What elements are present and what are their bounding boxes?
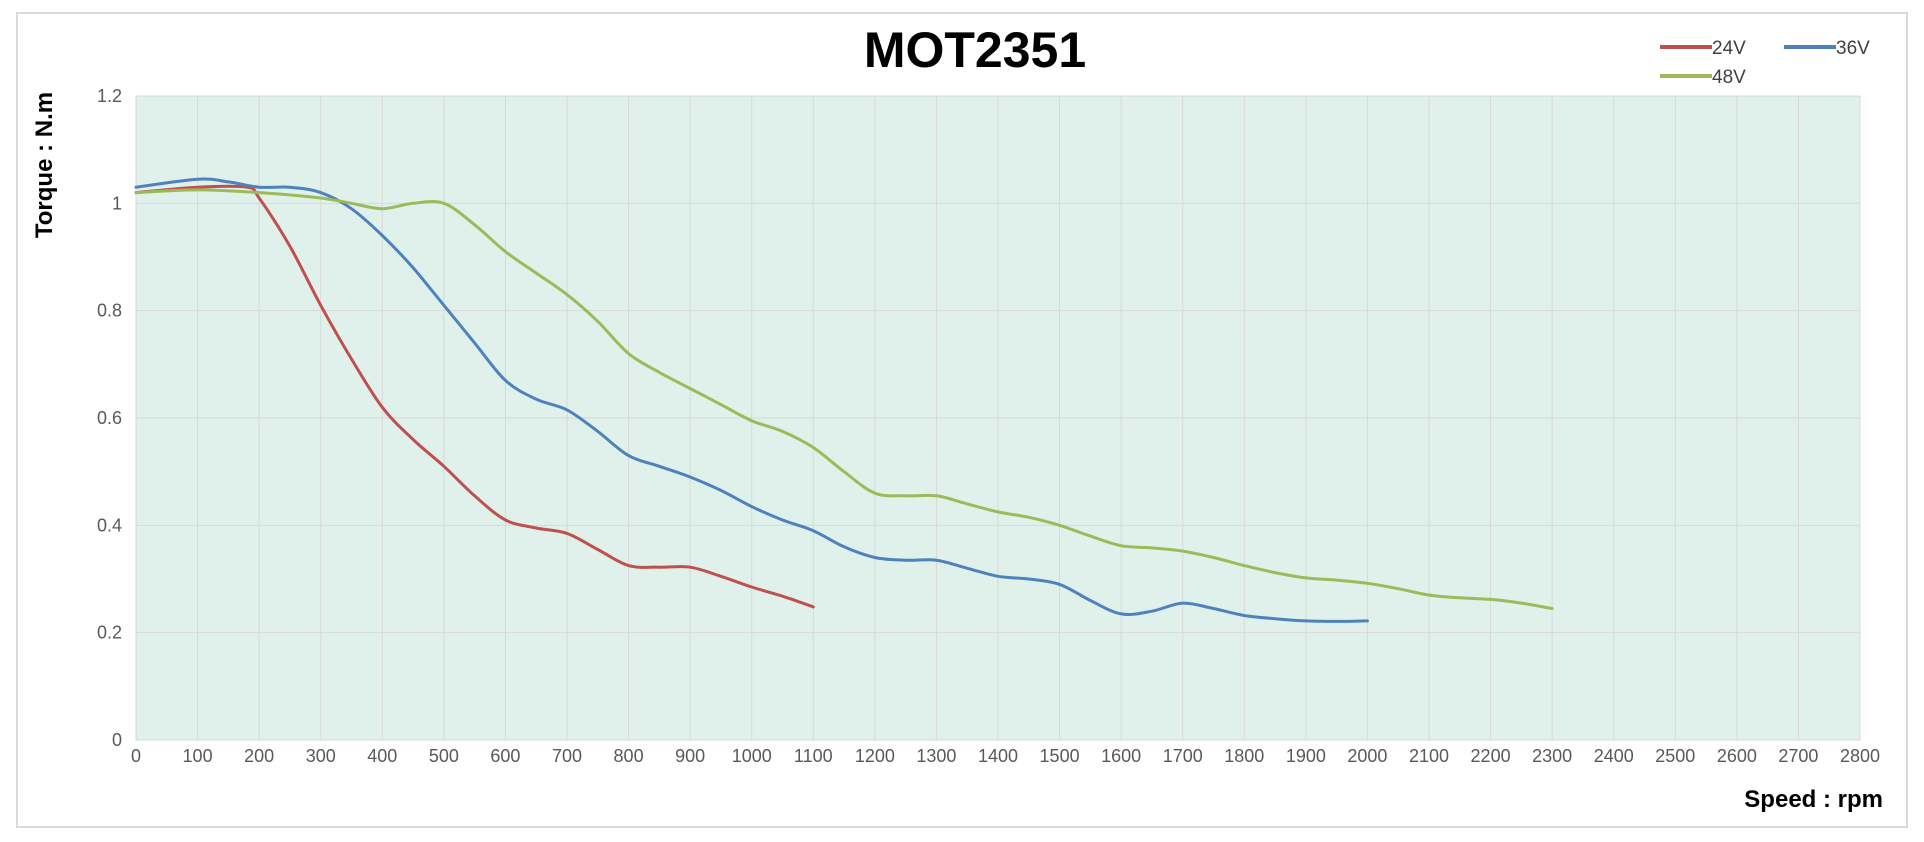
x-tick-label: 1400 (978, 746, 1018, 766)
x-tick-label: 1300 (916, 746, 956, 766)
x-tick-label: 2200 (1471, 746, 1511, 766)
x-tick-label: 900 (675, 746, 705, 766)
y-tick-label: 0.4 (97, 515, 122, 535)
y-tick-label: 0.6 (97, 408, 122, 428)
x-tick-label: 400 (367, 746, 397, 766)
legend: 24V 36V 48V (1660, 38, 1870, 88)
x-tick-label: 2000 (1347, 746, 1387, 766)
y-tick-label: 0.8 (97, 301, 122, 321)
x-tick-label: 1900 (1286, 746, 1326, 766)
series-line-36v (134, 177, 1369, 623)
x-tick-label: 300 (306, 746, 336, 766)
y-tick-label: 1 (112, 193, 122, 213)
y-tick-label: 1.2 (97, 86, 122, 106)
chart-title: MOT2351 (864, 22, 1086, 78)
y-tick-label: 0 (112, 730, 122, 750)
x-tick-label: 1800 (1224, 746, 1264, 766)
x-tick-label: 2800 (1840, 746, 1880, 766)
series-line-24v (134, 184, 815, 609)
grid-lines (135, 95, 1861, 741)
x-tick-label: 1600 (1101, 746, 1141, 766)
x-tick-label: 1500 (1040, 746, 1080, 766)
x-tick-label: 0 (131, 746, 141, 766)
y-axis-label: Torque : N.m (31, 92, 58, 238)
y-tick-label: 0.2 (97, 623, 122, 643)
legend-label: 36V (1836, 38, 1870, 59)
x-tick-label: 1000 (732, 746, 772, 766)
x-tick-label: 2600 (1717, 746, 1757, 766)
chart-frame (16, 12, 1908, 828)
x-tick-label: 2500 (1655, 746, 1695, 766)
tick-labels: 0 100 200 300 400 500 600 700 800 900 1000 1100 1200… (97, 86, 1880, 766)
series-line-48v (134, 188, 1554, 610)
x-tick-label: 200 (244, 746, 274, 766)
x-tick-label: 800 (614, 746, 644, 766)
x-tick-label: 2400 (1594, 746, 1634, 766)
x-tick-label: 1100 (794, 746, 833, 766)
x-tick-label: 700 (552, 746, 582, 766)
x-tick-label: 1700 (1163, 746, 1203, 766)
x-tick-label: 100 (183, 746, 213, 766)
legend-label: 48V (1712, 67, 1746, 88)
x-tick-label: 1200 (855, 746, 895, 766)
x-tick-label: 600 (490, 746, 520, 766)
x-axis-label: Speed : rpm (1744, 786, 1883, 813)
x-tick-label: 2100 (1409, 746, 1449, 766)
legend-label: 24V (1712, 38, 1746, 59)
x-tick-label: 2300 (1532, 746, 1572, 766)
x-tick-label: 2700 (1778, 746, 1818, 766)
x-tick-label: 500 (429, 746, 459, 766)
series-lines (134, 177, 1554, 623)
